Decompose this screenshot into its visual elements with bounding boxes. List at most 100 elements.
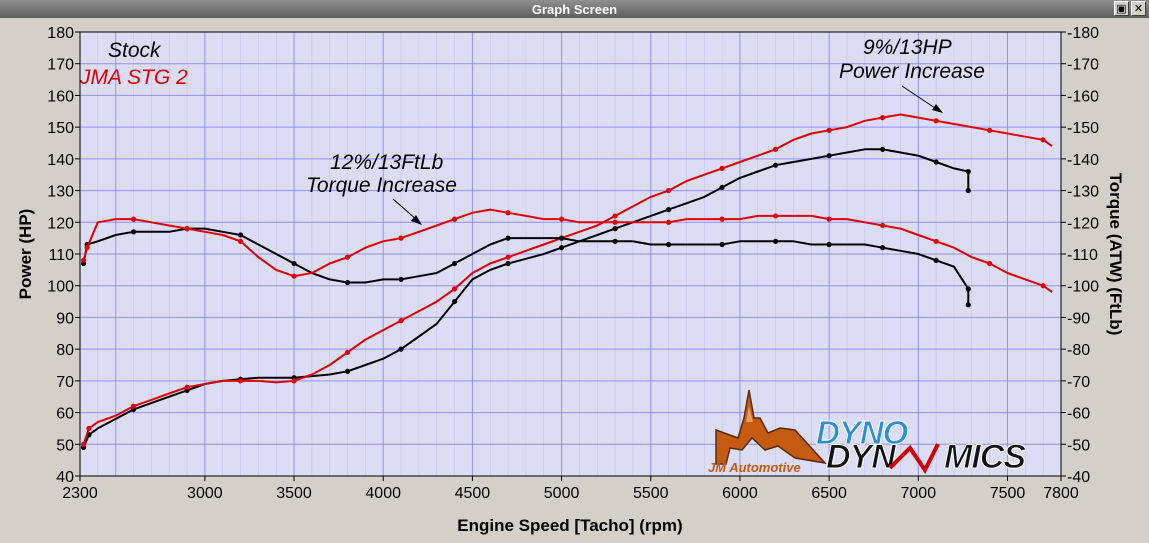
series-line-2 bbox=[82, 227, 970, 305]
series-point bbox=[666, 187, 672, 194]
window-title: Graph Screen bbox=[531, 2, 618, 17]
y-tick-label-right: -170 bbox=[1067, 57, 1099, 74]
series-point bbox=[826, 216, 832, 222]
series-point bbox=[505, 260, 511, 267]
y-axis-label-right: Torque (ATW) (FtLb) bbox=[1106, 173, 1125, 336]
series-point bbox=[184, 226, 190, 232]
series-point bbox=[719, 165, 725, 171]
series-point bbox=[291, 378, 297, 384]
series-point bbox=[719, 216, 725, 222]
dyno-chart: 2300 3000 3500 4000 4500 5000 5500 6000 6500 7000… bbox=[0, 18, 1149, 543]
annotation-torque-arrow bbox=[392, 198, 418, 221]
y-tick-label-right: -140 bbox=[1067, 152, 1099, 169]
series-point bbox=[719, 241, 725, 248]
x-axis-label: Engine Speed [Tacho] (rpm) bbox=[457, 516, 682, 535]
restore-button[interactable]: ▣ bbox=[1114, 1, 1129, 16]
close-button[interactable]: ✕ bbox=[1131, 1, 1146, 16]
series-point bbox=[451, 298, 458, 305]
y-tick-label-left: 100 bbox=[47, 279, 74, 296]
annotation-power-line2: Power Increase bbox=[839, 60, 985, 83]
y-tick-label-left: 170 bbox=[47, 57, 74, 74]
y-tick-label-left: 120 bbox=[47, 215, 74, 232]
series-point bbox=[558, 235, 565, 241]
y-tick-label-left: 40 bbox=[56, 469, 74, 486]
y-axis-ticks: 40 -40 50 -50 60 -60 70 -70 80 -80 90 -90 100 -100 110… bbox=[47, 25, 1099, 486]
series-point bbox=[398, 346, 404, 352]
series-point bbox=[666, 219, 672, 225]
y-tick-label-left: 80 bbox=[56, 342, 74, 359]
series-point bbox=[612, 238, 618, 244]
y-tick-label-left: 60 bbox=[56, 406, 74, 423]
window-titlebar: Graph Screen ▣ ✕ bbox=[0, 0, 1149, 19]
series-point bbox=[933, 118, 939, 124]
series-point bbox=[291, 260, 297, 267]
series-point bbox=[237, 378, 244, 384]
x-tick-label: 7000 bbox=[901, 485, 937, 502]
x-tick-label: 4000 bbox=[365, 485, 401, 502]
series-point bbox=[719, 184, 725, 190]
series-point bbox=[86, 425, 92, 432]
y-tick-label-right: -50 bbox=[1067, 437, 1090, 454]
series-point bbox=[451, 216, 458, 222]
y-axis-label-left: Power (HP) bbox=[16, 209, 35, 300]
series-point bbox=[398, 276, 404, 282]
series-lines bbox=[80, 113, 1053, 451]
series-point bbox=[344, 279, 351, 286]
series-point bbox=[933, 159, 939, 165]
series-point bbox=[826, 153, 832, 159]
series-point bbox=[880, 115, 886, 121]
series-point bbox=[965, 286, 971, 292]
y-tick-label-right: -60 bbox=[1067, 406, 1090, 423]
series-point bbox=[80, 441, 87, 447]
y-tick-label-left: 50 bbox=[56, 437, 74, 454]
series-point bbox=[773, 162, 779, 168]
series-point bbox=[612, 226, 618, 232]
series-point bbox=[505, 254, 511, 260]
x-axis-ticks: 2300 3000 3500 4000 4500 5000 5500 6000 6500 7000… bbox=[62, 476, 1079, 502]
y-tick-label-left: 180 bbox=[47, 25, 74, 42]
series-point bbox=[291, 273, 297, 279]
series-point bbox=[965, 302, 971, 308]
series-point bbox=[237, 238, 244, 244]
logo-brand-dyno: DYNO bbox=[816, 414, 909, 451]
series-point bbox=[965, 168, 971, 175]
series-point bbox=[987, 260, 993, 267]
series-point bbox=[451, 286, 458, 292]
y-tick-label-right: -90 bbox=[1067, 310, 1090, 327]
y-tick-label-right: -80 bbox=[1067, 342, 1090, 359]
x-tick-label: 2300 bbox=[62, 485, 98, 502]
jm-automotive-logo: JM Automotive bbox=[708, 389, 828, 475]
series-point bbox=[344, 254, 351, 260]
series-point bbox=[505, 235, 511, 241]
series-point bbox=[344, 368, 351, 374]
y-tick-label-left: 110 bbox=[48, 247, 74, 264]
series-point bbox=[666, 241, 672, 248]
series-point bbox=[826, 127, 832, 133]
series-point bbox=[666, 207, 672, 213]
y-tick-label-right: -100 bbox=[1067, 279, 1099, 296]
x-tick-label: 5000 bbox=[544, 485, 580, 502]
y-tick-label-left: 150 bbox=[47, 120, 74, 137]
logo-red-swoosh bbox=[888, 443, 940, 474]
annotation-torque-line1: 12%/13FtLb bbox=[330, 151, 444, 174]
y-tick-label-right: -160 bbox=[1067, 88, 1099, 105]
series-point bbox=[558, 245, 565, 251]
series-point bbox=[933, 238, 939, 244]
x-tick-label: 5500 bbox=[633, 485, 669, 502]
annotation-power-arrowhead bbox=[932, 104, 943, 113]
series-point bbox=[184, 384, 190, 390]
series-point bbox=[344, 349, 351, 355]
series-point bbox=[773, 238, 779, 244]
y-tick-label-left: 90 bbox=[56, 310, 74, 327]
series-point bbox=[987, 127, 993, 133]
y-tick-label-left: 70 bbox=[56, 374, 74, 391]
y-tick-label-right: -150 bbox=[1067, 120, 1099, 137]
series-point bbox=[1040, 283, 1046, 289]
legend-entry-stage2: JMA STG 2 bbox=[79, 66, 188, 89]
y-tick-label-right: -120 bbox=[1067, 215, 1099, 232]
plot-border bbox=[79, 31, 1062, 477]
grid-lines bbox=[80, 32, 1061, 476]
series-point bbox=[398, 235, 404, 241]
annotation-power-line1: 9%/13HP bbox=[863, 36, 952, 59]
logo-brand-mics: MICS bbox=[944, 438, 1026, 476]
